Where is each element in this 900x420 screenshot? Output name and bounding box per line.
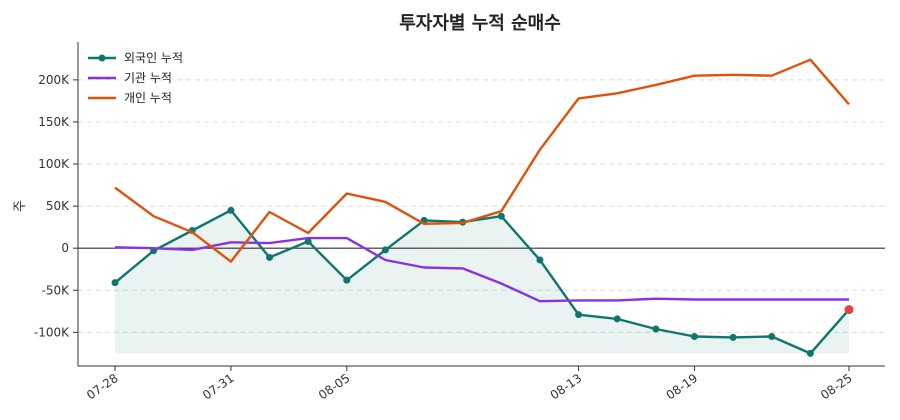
y-tick-label: -100K <box>34 325 70 339</box>
legend-marker <box>98 54 106 62</box>
last-point-marker <box>844 305 854 315</box>
data-point <box>536 256 544 264</box>
y-tick-label: 100K <box>38 157 70 171</box>
x-tick-label: 08-19 <box>664 371 701 402</box>
data-point <box>690 333 698 341</box>
chart-title: 투자자별 누적 순매수 <box>399 13 561 34</box>
legend-label: 외국인 누적 <box>124 51 183 65</box>
data-point <box>575 311 583 319</box>
legend-label: 개인 누적 <box>124 91 172 105</box>
data-point <box>343 276 351 284</box>
data-point <box>652 325 660 333</box>
data-point <box>227 206 235 214</box>
series-line-3 <box>114 58 850 263</box>
x-tick-label: 07-31 <box>200 371 237 402</box>
y-tick-label: 200K <box>38 73 70 87</box>
y-axis-label: 주 <box>13 200 28 212</box>
data-point <box>768 333 776 341</box>
data-point <box>497 212 505 220</box>
series-line-1 <box>114 209 850 355</box>
legend-label: 기관 누적 <box>124 71 172 85</box>
data-point <box>111 279 119 287</box>
y-tick-label: 150K <box>38 115 70 129</box>
data-point <box>613 315 621 323</box>
data-point <box>304 237 312 245</box>
data-point <box>729 333 737 341</box>
series-layer <box>111 58 854 357</box>
data-point <box>381 246 389 254</box>
x-tick-label: 08-13 <box>548 371 585 402</box>
y-tick-label: 0 <box>61 241 69 255</box>
series-line-2 <box>114 236 849 303</box>
data-point <box>806 349 814 357</box>
y-tick-label: -50K <box>42 283 71 297</box>
y-tick-label: 50K <box>46 199 70 213</box>
data-point <box>266 253 274 261</box>
axis-layer <box>77 42 885 367</box>
x-tick-label: 07-28 <box>84 371 121 402</box>
x-tick-label: 08-05 <box>316 371 353 402</box>
x-tick-label: 08-25 <box>818 371 855 402</box>
